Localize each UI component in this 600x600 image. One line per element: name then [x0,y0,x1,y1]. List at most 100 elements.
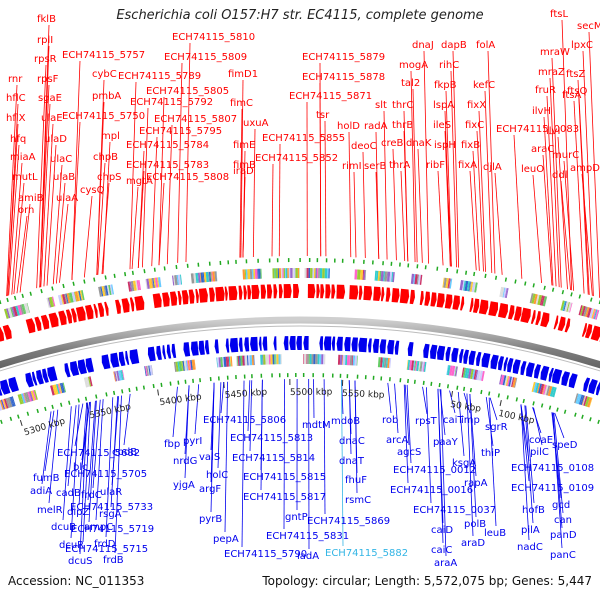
forward-feature-block [563,301,567,312]
leader-line [469,170,477,271]
reverse-feature-block [342,354,344,365]
forward-feature-block [249,269,253,280]
forward-tick-mark [143,269,146,274]
forward-gene-arrow [488,301,499,317]
leader-line [70,404,80,539]
reverse-feature-block [145,365,148,377]
leader-line [552,412,563,549]
forward-gene-label: ulaD [44,134,67,145]
reverse-gene-arrow [8,376,19,393]
forward-feature-block [306,268,309,279]
forward-feature-block [541,295,545,306]
forward-gene-label: lspA [433,100,454,111]
forward-feature-block [315,268,317,279]
forward-feature-block [362,269,365,280]
forward-feature-block [586,307,592,318]
forward-gene-label: uxuA [243,118,269,129]
reverse-gene-label: panD [550,530,577,541]
highlighted-gene-label: ECH74115_5882 [325,548,408,559]
reverse-feature-block [534,382,540,393]
forward-feature-block [212,271,216,282]
forward-gene-label: rpsF [37,74,59,85]
forward-tick-mark [0,299,2,305]
reverse-gene-label: nrdG [173,456,197,467]
forward-gene-arrow [436,293,445,308]
leader-line [557,136,568,290]
reverse-feature-block [454,366,457,377]
forward-feature-block [354,269,358,280]
leader-line [151,136,158,267]
forward-gene-label: radA [364,121,388,132]
reverse-tick-mark [121,389,124,394]
forward-feature-block [277,268,280,279]
forward-gene-label: dnaK [406,138,432,149]
reverse-gene-label: caiD [431,525,453,536]
reverse-tick-mark [515,397,518,402]
forward-gene-label: kefC [473,80,495,91]
forward-gene-label: orn [18,205,34,216]
leader-line [217,382,222,469]
leader-line [324,120,327,257]
reverse-feature-block [533,382,538,393]
leader-line [87,400,96,501]
forward-feature-block [127,281,132,292]
reverse-feature-block [120,370,123,381]
reverse-feature-block [227,356,230,367]
forward-gene-label: ampD [570,163,600,174]
reverse-gene-label: speD [552,440,578,451]
forward-gene-label: ftsQ [567,86,587,97]
leader-line [375,171,380,259]
forward-feature-block [443,277,447,288]
leader-line [249,380,253,452]
forward-feature-block [24,303,30,314]
label-leader-lines [6,19,600,557]
forward-feature-block [65,293,69,304]
leader-line [48,409,59,504]
leader-line [101,182,110,275]
reverse-gene-label: ECH74115_5705 [64,469,147,480]
reverse-feature-block [388,358,392,369]
forward-feature-block [61,293,67,305]
forward-gene-arrow [409,289,416,305]
reverse-gene-arrow [331,336,336,351]
reverse-feature-block [414,360,417,371]
forward-gene-label: chpB [93,152,118,163]
leader-line [406,384,412,464]
forward-tick-mark [504,277,508,282]
reverse-gene-arrow [526,362,535,378]
forward-gene-arrow [535,310,541,326]
forward-feature-block [171,275,175,286]
reverse-tick-mark [0,419,3,424]
leader-line [437,388,444,544]
leader-line [494,172,503,275]
forward-feature-block [283,268,286,279]
forward-gene-label: fimE [233,140,255,151]
reverse-gene-arrow [451,347,459,363]
forward-feature-block [562,300,566,311]
reverse-feature-block [581,395,586,406]
forward-tick-mark [93,277,96,282]
leader-line [71,60,81,281]
reverse-feature-block [243,355,246,366]
scale-label: 5400 kbp [159,392,203,408]
reverse-feature-block [584,396,590,407]
leader-line [43,123,54,287]
forward-feature-block [419,274,423,285]
forward-feature-block [196,272,199,283]
forward-gene-label: mgtA [126,176,153,187]
forward-gene-arrow [460,296,465,311]
reverse-gene-arrow [244,337,250,352]
reverse-feature-block [472,369,476,380]
forward-gene-label: mogA [399,60,428,71]
forward-feature-block [10,307,14,318]
reverse-gene-label: ECH74115_5817 [243,492,326,503]
reverse-feature-block [276,354,279,365]
reverse-feature-block [278,354,281,365]
reverse-gene-label: ECH74115_5806 [203,415,286,426]
reverse-feature-block [506,376,511,387]
leader-line [348,131,352,258]
forward-feature-block [476,282,479,293]
reverse-gene-arrow [162,345,167,360]
forward-gene-arrow [247,285,252,300]
reverse-feature-block [410,360,415,371]
